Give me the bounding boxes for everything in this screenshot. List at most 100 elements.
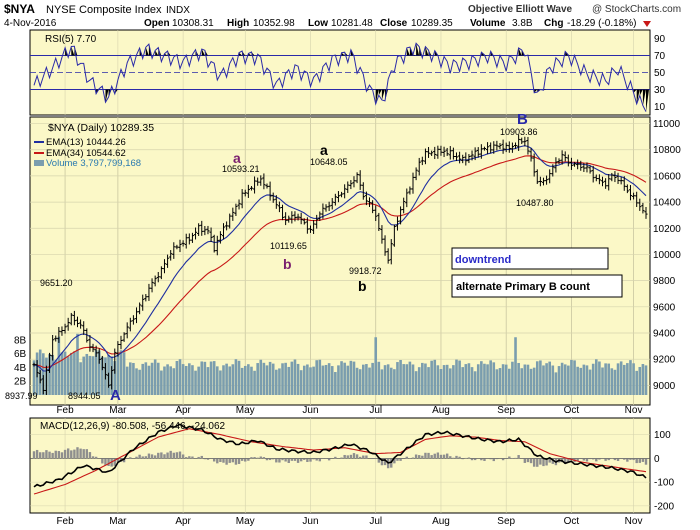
- volume-bar: [101, 356, 104, 395]
- macd-histogram-bar: [623, 458, 626, 460]
- macd-histogram-bar: [396, 458, 399, 461]
- volume-bar: [349, 360, 353, 395]
- macd-histogram-bar: [181, 454, 185, 459]
- volume-bar: [82, 356, 86, 395]
- macd-histogram-bar: [48, 451, 51, 459]
- volume-bar: [197, 366, 200, 395]
- rsi-grid: [30, 30, 650, 115]
- macd-histogram-bar: [526, 458, 530, 463]
- macd-tick-label: 0: [654, 454, 660, 465]
- volume-bar: [476, 364, 480, 395]
- downtrend-text: downtrend: [455, 254, 511, 266]
- macd-histogram-bar: [312, 458, 315, 460]
- volume-bar: [268, 361, 272, 395]
- macd-histogram-bar: [153, 455, 157, 459]
- macd-histogram-bar: [166, 452, 169, 459]
- volume-bar: [535, 361, 539, 395]
- macd-histogram-bar: [402, 458, 405, 459]
- macd-histogram-bar: [418, 455, 421, 459]
- macd-histogram-bar: [604, 458, 607, 461]
- volume-bar: [570, 359, 573, 395]
- alt-count-text: alternate Primary B count: [456, 281, 590, 293]
- volume-bar: [296, 363, 300, 395]
- label-high-sep: 10903.86: [500, 127, 538, 137]
- volume-bar: [262, 362, 266, 395]
- volume-bar: [312, 366, 315, 395]
- macd-histogram-bar: [393, 458, 396, 464]
- volume-bar: [150, 362, 154, 395]
- volume-bar: [383, 365, 387, 395]
- volume-bar: [79, 362, 82, 395]
- macd-histogram-bar: [595, 458, 598, 462]
- volume-bar: [417, 367, 421, 395]
- volume-bar: [178, 359, 182, 395]
- volume-bar: [175, 360, 179, 395]
- macd-histogram-bar: [436, 452, 440, 459]
- volume-bar: [355, 367, 359, 395]
- volume-bar: [259, 359, 263, 395]
- volume-bar: [601, 367, 604, 395]
- macd-histogram-bar: [458, 456, 461, 459]
- volume-bar: [306, 364, 309, 395]
- macd-histogram-bar: [508, 456, 511, 459]
- price-tick-label: 10000: [653, 250, 681, 261]
- volume-bar: [635, 370, 638, 395]
- volume-bar: [194, 370, 197, 395]
- macd-histogram-bar: [45, 450, 48, 459]
- macd-histogram-bar: [275, 458, 278, 463]
- wave-a-first: a: [233, 150, 241, 166]
- volume-bar: [318, 359, 322, 395]
- macd-histogram-bar: [483, 458, 486, 461]
- macd-histogram-bar: [616, 458, 620, 461]
- volume-bar: [619, 361, 623, 395]
- high-value: 10352.98: [253, 18, 295, 29]
- macd-histogram-bar: [287, 458, 290, 463]
- price-tick-label: 9000: [653, 381, 676, 392]
- macd-histogram-bar: [442, 454, 446, 459]
- volume-bar: [324, 364, 328, 395]
- macd-histogram-bar: [272, 458, 275, 460]
- volume-bar: [222, 365, 225, 395]
- volume-bar: [616, 363, 620, 395]
- volume-bar: [94, 350, 98, 395]
- macd-histogram-bar: [150, 454, 154, 459]
- ema13-line: [33, 145, 647, 372]
- volume-bar: [492, 362, 496, 395]
- volume-bar: [365, 364, 368, 395]
- volume-bar: [51, 354, 54, 395]
- volume-bar: [598, 361, 601, 395]
- price-title: $NYA (Daily) 10289.35: [48, 122, 154, 134]
- macd-histogram-bar: [244, 458, 247, 462]
- macd-histogram-bar: [489, 458, 492, 460]
- macd-histogram-bar: [70, 450, 73, 459]
- macd-histogram-bar: [188, 456, 191, 459]
- label-high-apr: 10593.21: [222, 164, 260, 174]
- volume-bar: [32, 360, 36, 395]
- macd-histogram-bar: [424, 452, 427, 459]
- macd-histogram-bar: [290, 458, 294, 461]
- macd-histogram-bar: [455, 455, 458, 459]
- volume-bar: [582, 364, 586, 395]
- macd-histogram-bar: [203, 458, 207, 460]
- macd-histogram-bar: [411, 457, 415, 459]
- volume-bar: [408, 361, 412, 395]
- macd-histogram-bar: [598, 458, 601, 460]
- credit-left: Objective Elliott Wave: [468, 4, 573, 15]
- volume-bar: [73, 351, 76, 395]
- macd-histogram-bar: [383, 458, 387, 466]
- volume-bar: [231, 364, 235, 395]
- month-label: Oct: [564, 516, 580, 527]
- volume-bar: [607, 363, 611, 395]
- volume-bar: [337, 365, 340, 395]
- price-tick-label: 9200: [653, 355, 676, 366]
- volume-bar: [573, 360, 576, 395]
- macd-histogram-bar: [66, 448, 70, 459]
- macd-histogram-bar: [231, 458, 235, 463]
- volume-label: Volume: [470, 18, 506, 29]
- macd-histogram-bar: [303, 458, 306, 460]
- macd-histogram-bar: [219, 458, 222, 463]
- macd-histogram-bar: [163, 454, 166, 459]
- alt-count-box: [451, 274, 623, 298]
- low-label: Low: [308, 18, 328, 29]
- macd-histogram-bar: [501, 458, 505, 461]
